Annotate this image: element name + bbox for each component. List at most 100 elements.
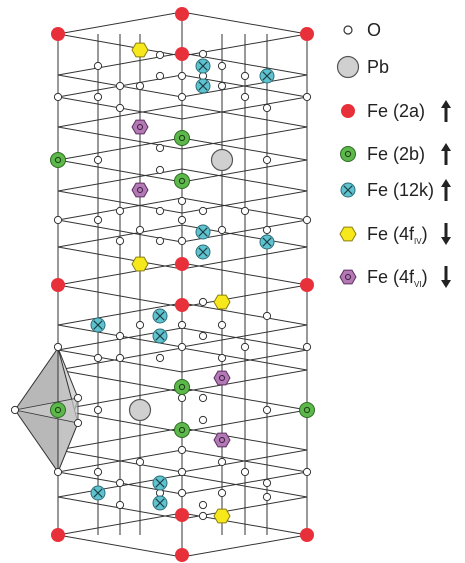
legend-label: Fe (4fIV) (367, 224, 428, 246)
oxygen-atom (198, 49, 208, 59)
fe-4f-iv-atom (131, 42, 149, 58)
oxygen-atom (115, 353, 125, 363)
spin-down-arrow (441, 223, 451, 245)
oxygen-atom (198, 331, 208, 341)
legend-label: Fe (4fVI) (367, 267, 428, 289)
oxygen-atom (155, 50, 165, 60)
fe-2b-atom (299, 402, 315, 418)
oxygen-atom (155, 353, 165, 363)
oxygen-atom (93, 61, 103, 71)
atoms (10, 7, 315, 562)
oxygen-atom (53, 342, 63, 352)
fe-2a-atom (175, 548, 189, 562)
oxygen-atom (53, 467, 63, 477)
fe-4f-vi-atom (213, 432, 231, 448)
oxygen-atom (217, 488, 227, 498)
oxygen-atom (177, 196, 187, 206)
oxygen-atom (10, 405, 20, 415)
oxygen-atom (135, 320, 145, 330)
fe-2a-atom (300, 27, 314, 41)
fe-2a-atom (175, 47, 189, 61)
fe-4f-vi-atom (131, 182, 149, 198)
oxygen-atom (177, 92, 187, 102)
oxygen-atom (155, 71, 165, 81)
fe-2b-atom (340, 146, 356, 162)
oxygen-atom (198, 511, 208, 521)
fe-2b-atom (174, 422, 190, 438)
oxygen-atom (155, 143, 165, 153)
oxygen-atom (240, 206, 250, 216)
oxygen-atom (53, 215, 63, 225)
oxygen-atom (93, 405, 103, 415)
legend-item-pb-atom: Pb (336, 55, 389, 79)
oxygen-atom (93, 467, 103, 477)
fe-2a-atom (51, 528, 65, 542)
oxygen-atom (217, 81, 227, 91)
lead-atom (210, 148, 234, 172)
fe-12k-atom (195, 78, 211, 94)
legend-label: Fe (12k) (367, 180, 434, 200)
oxygen-atom (73, 418, 83, 428)
fe-2a-atom (175, 257, 189, 271)
fe-12k-atom (152, 495, 168, 511)
oxygen-atom (177, 342, 187, 352)
fe-12k-atom (195, 244, 211, 260)
oxygen-atom (135, 457, 145, 467)
oxygen-atom (177, 320, 187, 330)
oxygen-atom (177, 393, 187, 403)
oxygen-atom (73, 393, 83, 403)
oxygen-atom (262, 155, 272, 165)
oxygen-atom (217, 61, 227, 71)
fe-12k-atom (152, 328, 168, 344)
oxygen-atom (155, 165, 165, 175)
oxygen-atom (115, 478, 125, 488)
legend-item-fe-4fvi-atom: Fe (4fVI) (339, 266, 451, 289)
bipyramid-polyhedron (14, 346, 79, 474)
oxygen-atom (240, 467, 250, 477)
oxygen-atom (198, 297, 208, 307)
fe-4f-iv-atom (213, 508, 231, 524)
oxygen-atom (262, 492, 272, 502)
legend-subscript: IV (414, 237, 422, 246)
oxygen-atom (155, 206, 165, 216)
fe-2a-atom (175, 508, 189, 522)
oxygen-atom (262, 311, 272, 321)
legend-label: Fe (2a) (367, 101, 425, 121)
oxygen-atom (240, 92, 250, 102)
legend-suffix: ) (422, 224, 428, 244)
oxygen-atom (240, 71, 250, 81)
legend-label: Fe (2b) (367, 144, 425, 164)
oxygen-atom (262, 103, 272, 113)
oxygen-atom (198, 393, 208, 403)
legend: O Pb Fe (2a) Fe (2b) Fe (12k) Fe (4fIV) Fe (4f… (336, 20, 451, 289)
oxygen-atom (198, 500, 208, 510)
fe-4f-iv-atom (213, 294, 231, 310)
fe-2a-atom (51, 27, 65, 41)
fe-4f-vi-atom (339, 269, 357, 285)
oxygen-atom (115, 206, 125, 216)
oxygen-atom (93, 215, 103, 225)
oxygen-atom (53, 92, 63, 102)
legend-item-fe-2a-atom: Fe (2a) (341, 100, 451, 122)
oxygen-atom (177, 467, 187, 477)
fe-2a-atom (300, 528, 314, 542)
oxygen-atom (93, 155, 103, 165)
oxygen-atom (240, 342, 250, 352)
oxygen-atom (135, 225, 145, 235)
oxygen-atom (155, 236, 165, 246)
oxygen-atom (217, 225, 227, 235)
fe-12k-atom (259, 68, 275, 84)
fe-4f-iv-atom (131, 256, 149, 272)
lead-atom (128, 398, 152, 422)
fe-12k-atom (90, 317, 106, 333)
spin-down-arrow (441, 266, 451, 288)
spin-up-arrow (441, 100, 451, 122)
oxygen-atom (115, 81, 125, 91)
oxygen-atom (302, 215, 312, 225)
oxygen-atom (217, 353, 227, 363)
oxygen-atom (135, 81, 145, 91)
spin-up-arrow (441, 179, 451, 201)
oxygen-atom (115, 236, 125, 246)
fe-12k-atom (195, 58, 211, 74)
